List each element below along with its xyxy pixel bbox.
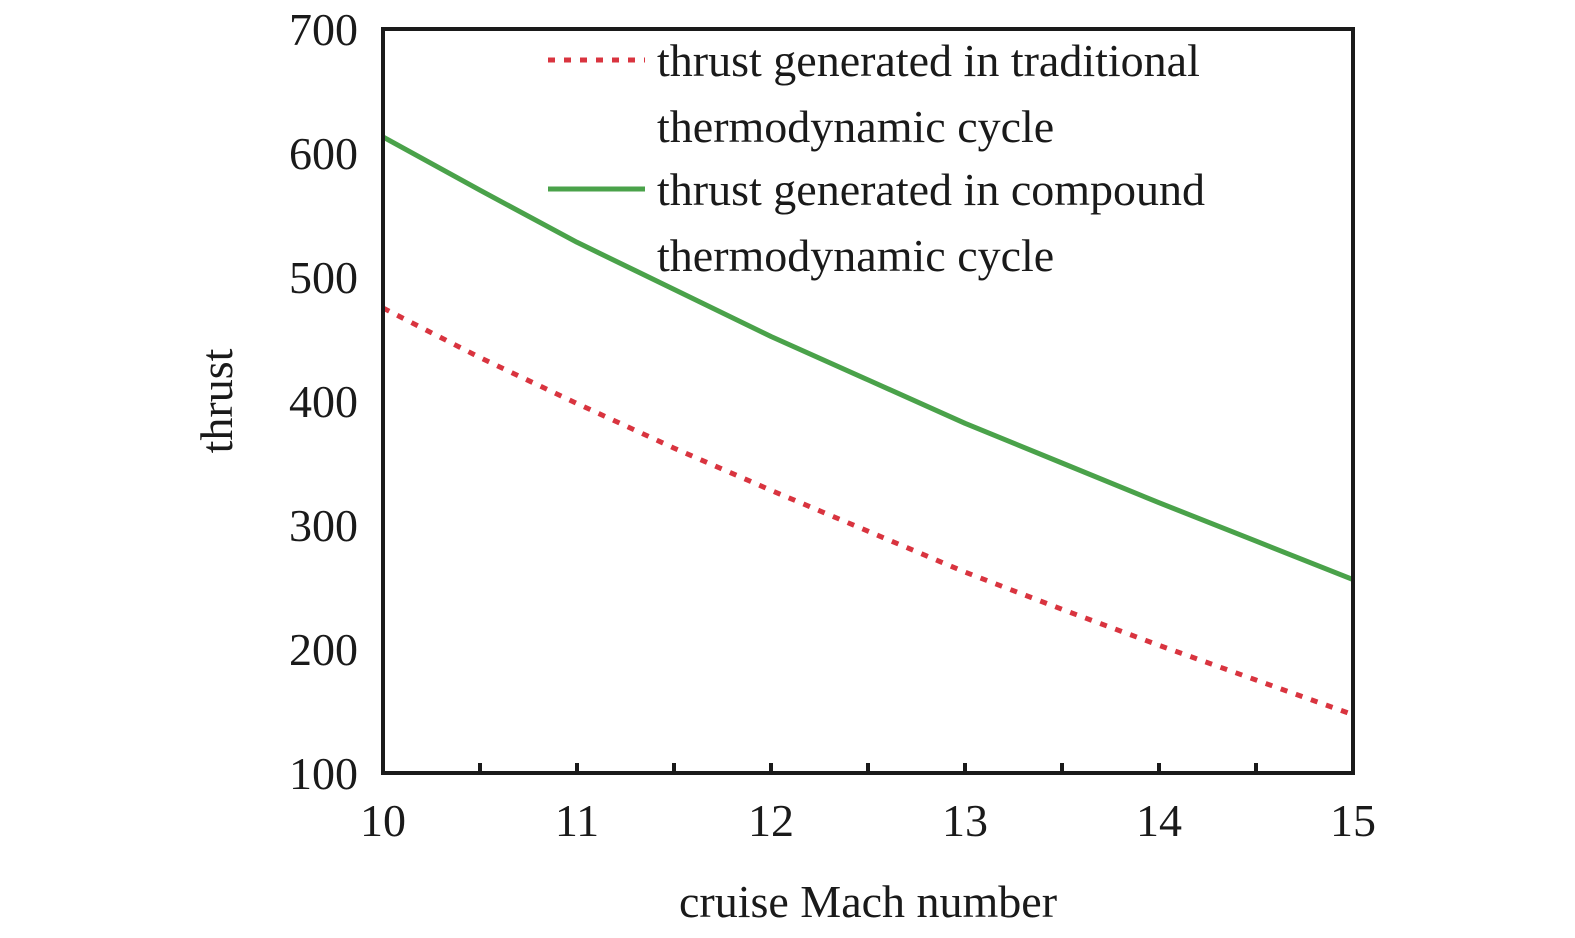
y-axis-label: thrust: [191, 348, 242, 453]
y-tick-label: 100: [289, 748, 358, 799]
y-tick-label: 500: [289, 252, 358, 303]
x-tick-label: 11: [555, 795, 599, 846]
y-tick-label: 300: [289, 500, 358, 551]
x-tick-label: 13: [942, 795, 988, 846]
legend-label-1: thermodynamic cycle: [657, 230, 1054, 281]
x-tick-label: 10: [360, 795, 406, 846]
y-tick-label: 400: [289, 376, 358, 427]
series-layer: [381, 134, 1354, 718]
x-axis-label: cruise Mach number: [679, 876, 1057, 927]
legend-label-0: thermodynamic cycle: [657, 101, 1054, 152]
legend-label-1: thrust generated in compound: [657, 164, 1205, 215]
y-tick-label: 200: [289, 624, 358, 675]
y-tick-label: 600: [289, 128, 358, 179]
x-tick-label: 15: [1330, 795, 1376, 846]
tick-layer: 10 11 12 13 14 15 100 200 300 400 500 600 700: [289, 4, 1376, 846]
series-line-0: [381, 305, 1354, 718]
legend-label-0: thrust generated in traditional: [657, 35, 1200, 86]
y-tick-label: 700: [289, 4, 358, 55]
x-tick-label: 14: [1136, 795, 1182, 846]
legend: thrust generated in traditional thermodyn…: [548, 35, 1205, 281]
x-tick-label: 12: [748, 795, 794, 846]
series-line-1: [381, 134, 1354, 582]
